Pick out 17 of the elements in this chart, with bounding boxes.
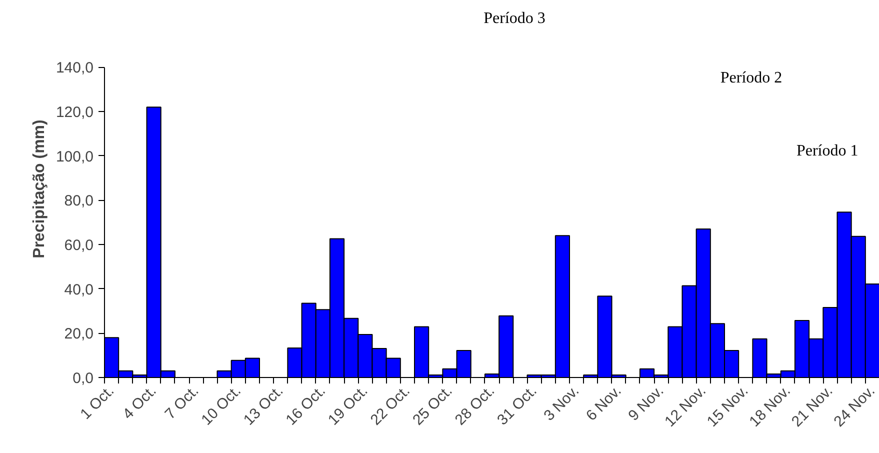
x-tick-label: 4 Oct. bbox=[120, 382, 160, 423]
annotation: Período 2 bbox=[720, 70, 782, 87]
y-tick-label: 100,0 bbox=[56, 148, 94, 166]
y-tick-label: 20,0 bbox=[64, 326, 94, 343]
x-tick-label: 3 Nov. bbox=[540, 382, 583, 424]
y-tick-label: 40,0 bbox=[64, 281, 94, 298]
y-tick-label: 80,0 bbox=[64, 192, 94, 210]
x-tick-label: 24 Nov. bbox=[830, 382, 878, 430]
x-tick-label: 12 Nov. bbox=[662, 382, 710, 430]
text: Período 3 bbox=[484, 10, 546, 27]
y-tick-label: 120,0 bbox=[56, 104, 94, 122]
y-tick-label: 0,0 bbox=[72, 370, 94, 387]
x-tick-label: 6 Nov. bbox=[582, 382, 625, 424]
y-tick-label: 60,0 bbox=[64, 237, 94, 254]
y-tick-label: 140,0 bbox=[56, 60, 94, 77]
annotation: Período 1 bbox=[796, 142, 858, 160]
y-axis-title: Precipitação (mm) bbox=[30, 120, 48, 258]
